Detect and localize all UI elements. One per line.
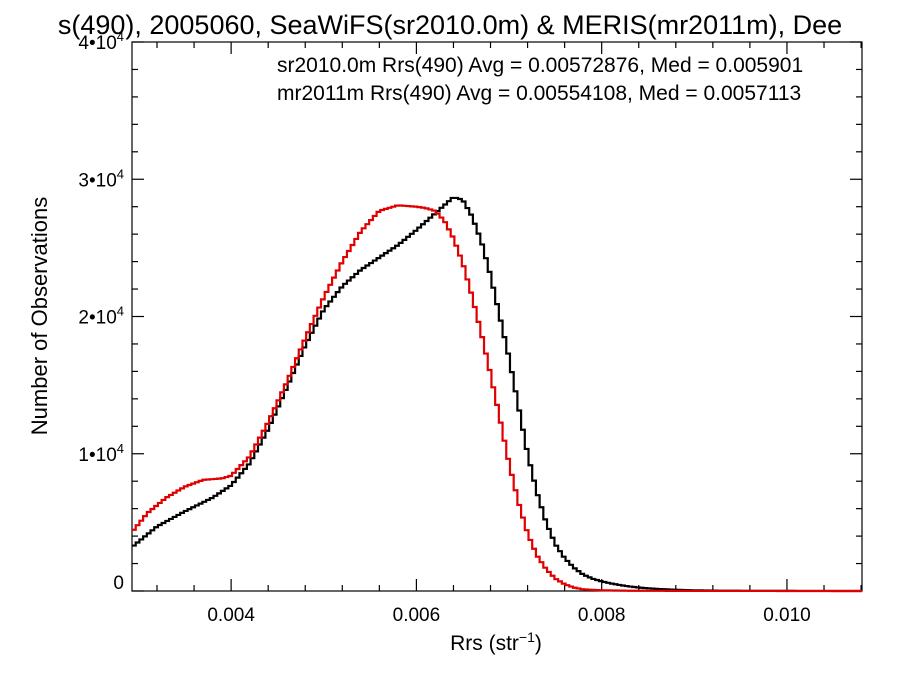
plot-frame [131,41,863,592]
x-axis: 0.004 0.006 0.008 0.010 [156,42,862,626]
x-tick-label: 0.008 [578,605,626,626]
legend-black-annotation: sr2010.0m Rrs(490) Avg = 0.00572876, Med… [277,54,803,77]
y-tick-label: 3•104 [78,166,124,191]
series-mr2011m-histogram [132,204,862,593]
x-axis-label: Rrs (str−1) [450,629,542,655]
y-tick-exponent: 4 [117,29,124,44]
series-layer [132,196,862,593]
x-tick-label: 0.010 [763,605,811,626]
y-tick-exponent: 4 [117,441,124,456]
y-tick-label: 0 [113,573,124,594]
x-axis-label-superscript: −1 [519,629,535,645]
y-tick-exponent: 4 [117,304,124,319]
y-tick-label: 4•104 [78,29,124,54]
y-tick-label: 1•104 [78,441,124,466]
x-axis-label-end: ) [535,632,542,655]
x-tick-label: 0.006 [393,605,441,626]
y-axis: 0 1•104 2•104 3•104 4•104 [78,29,862,594]
x-tick-label: 0.004 [207,605,255,626]
legend-red-annotation: mr2011m Rrs(490) Avg = 0.00554108, Med =… [277,82,801,105]
chart-title: s(490), 2005060, SeaWiFS(sr2010.0m) & ME… [58,10,842,40]
x-axis-label-main: Rrs (str [450,632,519,655]
y-tick-exponent: 4 [117,166,124,181]
y-tick-label: 2•104 [78,304,124,329]
plot-border [131,41,863,592]
y-axis-label: Number of Observations [27,197,52,435]
series-sr2010.0m-histogram [132,196,862,593]
